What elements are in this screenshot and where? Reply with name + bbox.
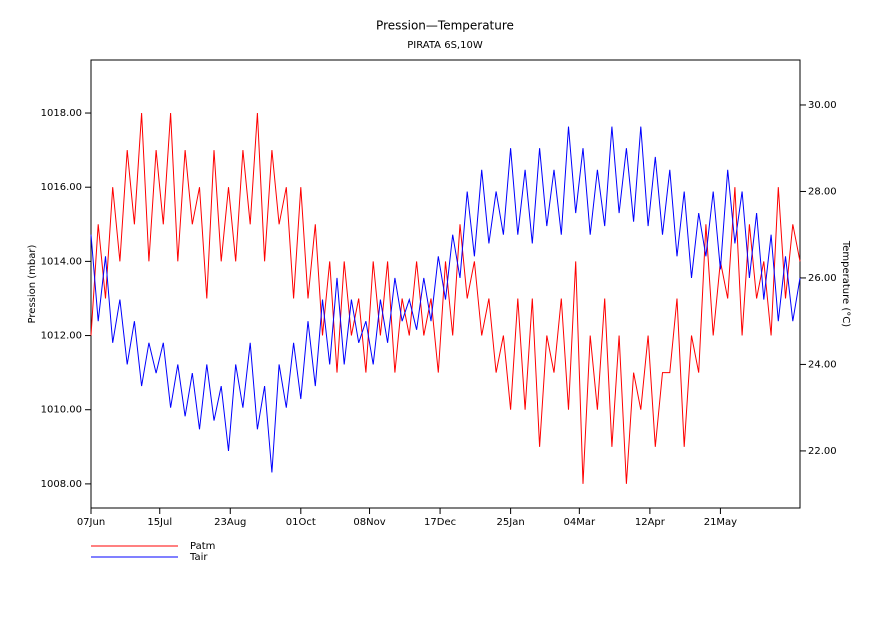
chart-subtitle: PIRATA 6S,10W bbox=[407, 40, 483, 51]
x-tick-label: 25Jan bbox=[497, 517, 525, 528]
x-tick-label: 17Dec bbox=[424, 517, 456, 528]
y2-tick-label: 22.00 bbox=[808, 446, 837, 457]
y2-tick-label: 26.00 bbox=[808, 273, 837, 284]
y-tick-label: 1014.00 bbox=[41, 256, 82, 267]
y2-tick-label: 24.00 bbox=[808, 359, 837, 370]
series-line bbox=[90, 112, 801, 484]
y-tick-label: 1008.00 bbox=[41, 479, 82, 490]
x-tick-label: 04Mar bbox=[564, 517, 596, 528]
y-tick-label: 1012.00 bbox=[41, 331, 82, 342]
x-tick-label: 12Apr bbox=[635, 517, 666, 528]
series-line bbox=[90, 126, 801, 473]
x-tick-label: 21May bbox=[704, 517, 737, 528]
y-axis-label: Pression (mbar) bbox=[27, 244, 38, 323]
y-tick-label: 1018.00 bbox=[41, 108, 82, 119]
plot-frame bbox=[90, 59, 801, 509]
x-tick-label: 23Aug bbox=[214, 517, 246, 528]
x-tick-label: 08Nov bbox=[353, 517, 385, 528]
legend-label: Tair bbox=[189, 552, 208, 563]
chart-title: Pression—Temperature bbox=[376, 19, 514, 33]
y-tick-label: 1010.00 bbox=[41, 405, 82, 416]
y-tick-label: 1016.00 bbox=[41, 182, 82, 193]
x-tick-label: 15Jul bbox=[147, 517, 172, 528]
legend-label: Patm bbox=[190, 541, 215, 552]
y2-axis-label: Temperature (°C) bbox=[840, 240, 851, 327]
y2-tick-label: 30.00 bbox=[808, 100, 837, 111]
y2-tick-label: 28.00 bbox=[808, 186, 837, 197]
x-tick-label: 01Oct bbox=[286, 517, 316, 528]
x-tick-label: 07Jun bbox=[77, 517, 105, 528]
